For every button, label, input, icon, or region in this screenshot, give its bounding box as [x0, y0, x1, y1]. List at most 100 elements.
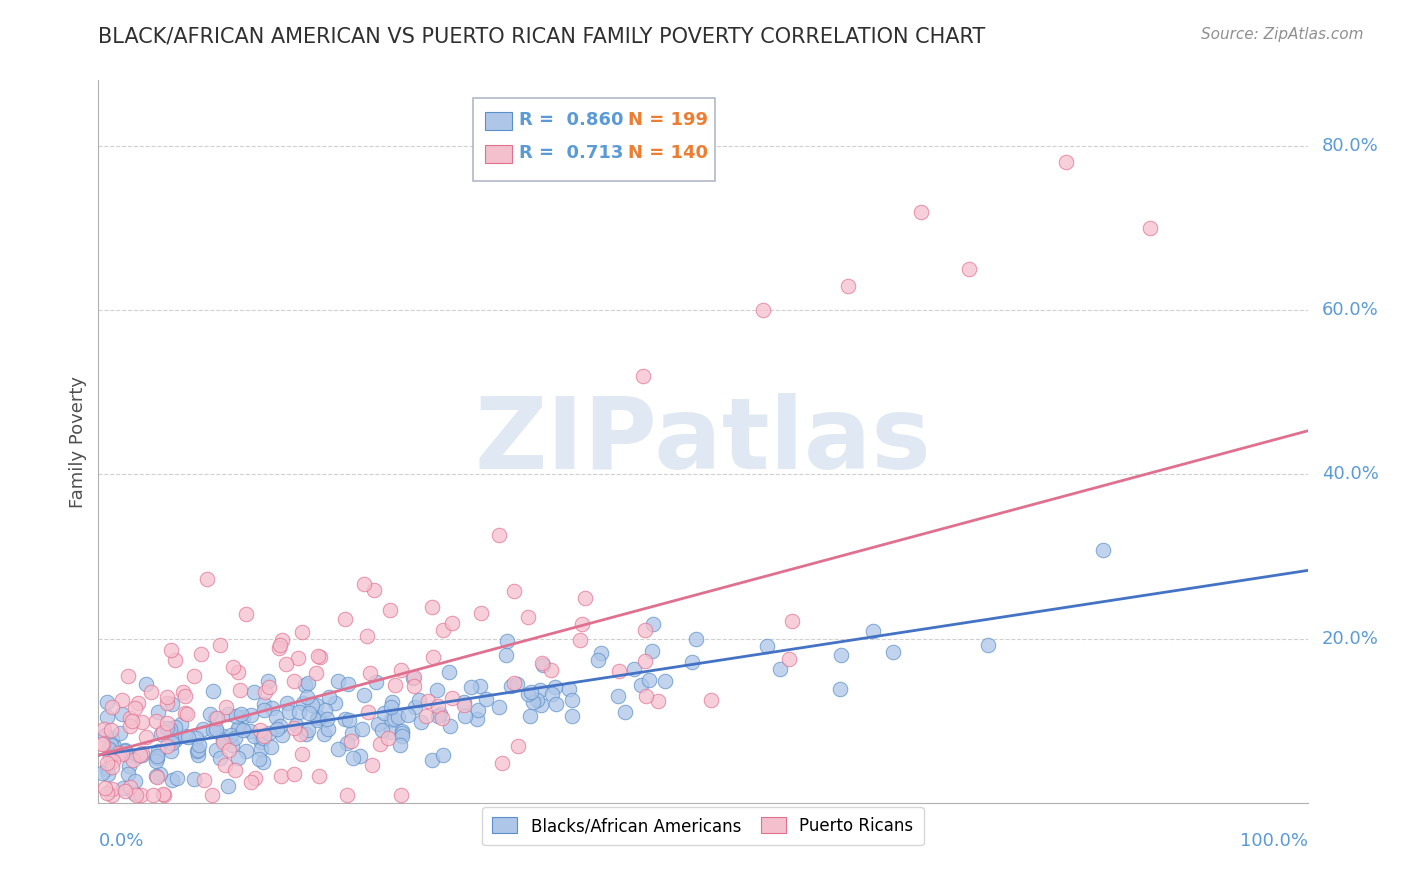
Point — [118, 711, 141, 725]
Point — [156, 716, 179, 731]
Point — [1091, 543, 1114, 558]
Point — [495, 648, 517, 662]
Point — [323, 696, 346, 710]
Point — [380, 699, 402, 714]
Point — [228, 751, 250, 765]
Point — [165, 731, 187, 745]
Point — [269, 638, 291, 652]
Point — [177, 730, 200, 744]
Point — [335, 788, 357, 802]
Point — [339, 713, 361, 727]
Point — [156, 721, 179, 735]
Point — [654, 674, 676, 689]
Point — [111, 693, 134, 707]
Point — [249, 752, 271, 766]
Point — [131, 748, 153, 763]
Point — [630, 677, 652, 691]
Point — [367, 717, 389, 731]
Point — [353, 577, 375, 591]
Point — [488, 527, 510, 541]
Point — [172, 684, 194, 698]
Point — [252, 730, 274, 744]
Point — [145, 770, 167, 784]
Point — [186, 742, 208, 756]
Point — [96, 762, 118, 776]
Point — [193, 773, 215, 788]
Point — [335, 712, 357, 726]
Point — [114, 744, 136, 758]
Point — [101, 781, 124, 796]
Point — [253, 697, 276, 711]
Text: ZIPatlas: ZIPatlas — [475, 393, 931, 490]
Point — [226, 721, 249, 735]
Point — [389, 663, 412, 677]
Point — [97, 767, 120, 781]
Point — [174, 689, 197, 703]
Point — [150, 727, 173, 741]
Point — [366, 674, 388, 689]
Point — [404, 699, 426, 714]
Point — [250, 742, 273, 756]
Point — [145, 754, 167, 768]
Point — [530, 698, 553, 713]
Point — [96, 695, 118, 709]
Point — [294, 678, 316, 692]
Point — [176, 706, 198, 721]
Point — [101, 760, 124, 774]
Point — [249, 723, 271, 737]
Point — [769, 662, 792, 676]
Bar — [485, 112, 512, 130]
Point — [391, 725, 413, 739]
Point — [307, 649, 329, 664]
Point — [224, 731, 246, 745]
Point — [118, 759, 141, 773]
Point — [468, 679, 491, 693]
Point — [193, 722, 215, 736]
Point — [252, 755, 274, 769]
Point — [752, 303, 775, 318]
Point — [250, 734, 273, 748]
Point — [508, 739, 530, 753]
Point — [297, 676, 319, 690]
Point — [453, 695, 475, 709]
Point — [146, 705, 169, 719]
Point — [283, 674, 305, 689]
Point — [882, 645, 904, 659]
Point — [117, 669, 139, 683]
Point — [780, 614, 803, 628]
Point — [441, 691, 464, 706]
Point — [404, 670, 426, 684]
Point — [571, 617, 593, 632]
Point — [96, 786, 118, 800]
Text: 40.0%: 40.0% — [1322, 466, 1379, 483]
Point — [623, 661, 645, 675]
Point — [389, 788, 412, 802]
Point — [264, 710, 287, 724]
Point — [195, 572, 218, 586]
Point — [215, 700, 238, 714]
Point — [135, 730, 157, 744]
Point — [342, 751, 364, 765]
Point — [422, 649, 444, 664]
Point — [336, 736, 359, 750]
Point — [146, 751, 169, 765]
Text: 100.0%: 100.0% — [1240, 831, 1308, 850]
Point — [117, 766, 139, 780]
Point — [643, 616, 665, 631]
Point — [420, 753, 443, 767]
Point — [212, 732, 235, 747]
Point — [271, 633, 294, 648]
Point — [350, 723, 373, 737]
Point — [170, 716, 193, 731]
Point — [142, 788, 165, 802]
Text: N = 199: N = 199 — [628, 111, 709, 129]
Point — [465, 712, 488, 726]
Point — [384, 678, 406, 692]
Point — [204, 711, 226, 725]
Point — [221, 738, 243, 752]
Point — [326, 742, 349, 756]
Point — [502, 676, 524, 690]
Point — [187, 738, 209, 752]
Point — [530, 656, 553, 670]
Point — [117, 748, 139, 763]
